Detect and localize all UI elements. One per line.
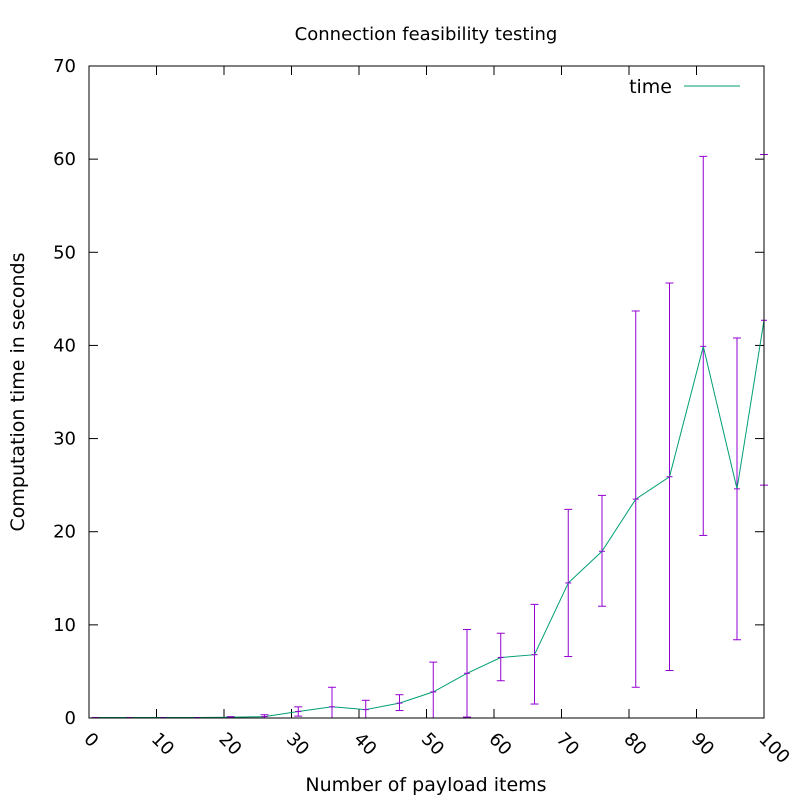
x-tick-label: 100 bbox=[754, 729, 793, 768]
y-axis-label: Computation time in seconds bbox=[7, 252, 29, 531]
legend-label-time: time bbox=[629, 76, 672, 98]
y-tick-label: 20 bbox=[53, 522, 76, 543]
x-tick-label: 20 bbox=[214, 729, 245, 760]
plot-frame bbox=[88, 65, 765, 719]
x-tick-label: 70 bbox=[552, 729, 583, 760]
x-tick-label: 0 bbox=[79, 729, 102, 752]
x-axis-label: Number of payload items bbox=[305, 774, 546, 796]
y-tick-label: 10 bbox=[53, 615, 76, 636]
series-line-time bbox=[95, 320, 765, 718]
x-tick-label: 50 bbox=[417, 729, 448, 760]
legend: time bbox=[629, 76, 740, 98]
x-tick-label: 30 bbox=[282, 729, 313, 760]
marks-layer bbox=[91, 153, 768, 719]
x-tick-label: 10 bbox=[147, 729, 178, 760]
x-tick-label: 40 bbox=[349, 729, 380, 760]
x-tick-label: 60 bbox=[484, 729, 515, 760]
chart-title: Connection feasibility testing bbox=[295, 24, 558, 45]
y-tick-label: 40 bbox=[53, 335, 76, 356]
x-tick-label: 90 bbox=[687, 729, 718, 760]
y-tick-label: 0 bbox=[65, 708, 76, 729]
y-tick-label: 50 bbox=[53, 242, 76, 263]
y-tick-label: 60 bbox=[53, 149, 76, 170]
ticks-layer: 0 10 20 30 40 50 60 70 0 10 20 30 40 50 60 70 80 90 100 bbox=[53, 56, 794, 768]
x-tick-label: 80 bbox=[619, 729, 650, 760]
y-tick-label: 30 bbox=[53, 429, 76, 450]
y-tick-label: 70 bbox=[53, 56, 76, 77]
